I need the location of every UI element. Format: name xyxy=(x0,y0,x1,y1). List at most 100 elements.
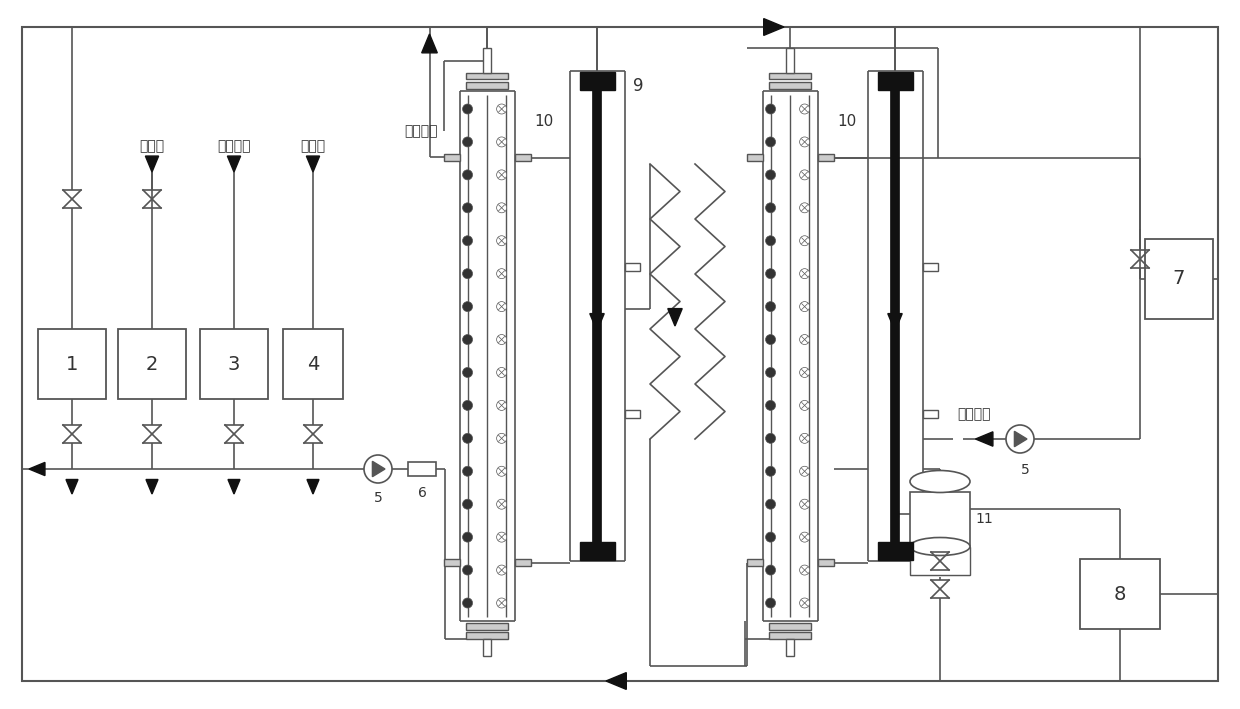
Circle shape xyxy=(497,433,507,443)
Bar xyxy=(910,547,970,574)
Bar xyxy=(625,410,640,418)
Bar xyxy=(769,632,811,639)
Polygon shape xyxy=(668,308,682,326)
Text: 热水出口: 热水出口 xyxy=(404,124,438,138)
Circle shape xyxy=(497,137,507,147)
Circle shape xyxy=(800,170,810,180)
Circle shape xyxy=(365,455,392,483)
Bar xyxy=(466,73,508,79)
Circle shape xyxy=(463,335,472,345)
Circle shape xyxy=(463,170,472,180)
Circle shape xyxy=(497,269,507,279)
Circle shape xyxy=(1006,425,1034,453)
Bar xyxy=(910,491,970,547)
Circle shape xyxy=(800,269,810,279)
Circle shape xyxy=(463,269,472,279)
Polygon shape xyxy=(888,313,903,331)
Polygon shape xyxy=(764,18,784,35)
Circle shape xyxy=(497,565,507,575)
Circle shape xyxy=(463,301,472,311)
Circle shape xyxy=(765,433,775,443)
Polygon shape xyxy=(145,156,159,172)
Polygon shape xyxy=(976,432,993,446)
Text: 8: 8 xyxy=(1114,584,1126,603)
Text: 5: 5 xyxy=(373,491,382,505)
Bar xyxy=(817,154,833,161)
Circle shape xyxy=(497,598,507,608)
Circle shape xyxy=(463,104,472,114)
Bar xyxy=(923,263,937,271)
Bar xyxy=(515,154,531,161)
Circle shape xyxy=(463,137,472,147)
Bar xyxy=(283,329,343,399)
Circle shape xyxy=(463,499,472,509)
Text: 3: 3 xyxy=(228,354,241,374)
Circle shape xyxy=(765,269,775,279)
Polygon shape xyxy=(29,462,45,476)
Bar xyxy=(444,154,460,161)
Polygon shape xyxy=(228,479,241,494)
Text: 6: 6 xyxy=(418,486,427,500)
Bar xyxy=(769,623,811,630)
Circle shape xyxy=(497,532,507,542)
Text: 5: 5 xyxy=(1021,463,1029,477)
Polygon shape xyxy=(1014,431,1027,447)
Circle shape xyxy=(800,367,810,377)
Circle shape xyxy=(800,532,810,542)
Polygon shape xyxy=(146,479,157,494)
Circle shape xyxy=(765,104,775,114)
Circle shape xyxy=(463,467,472,476)
Circle shape xyxy=(497,467,507,476)
Circle shape xyxy=(800,335,810,345)
Circle shape xyxy=(497,235,507,246)
Circle shape xyxy=(765,235,775,246)
Circle shape xyxy=(497,367,507,377)
Circle shape xyxy=(463,401,472,411)
Circle shape xyxy=(463,203,472,213)
Text: 10: 10 xyxy=(534,113,554,128)
Text: 缓冲液: 缓冲液 xyxy=(300,139,326,153)
Circle shape xyxy=(800,301,810,311)
Circle shape xyxy=(800,235,810,246)
Circle shape xyxy=(765,335,775,345)
Circle shape xyxy=(463,598,472,608)
Bar xyxy=(817,559,833,566)
Circle shape xyxy=(463,235,472,246)
Polygon shape xyxy=(422,34,438,53)
Bar xyxy=(786,48,794,73)
Circle shape xyxy=(800,499,810,509)
Bar xyxy=(466,82,508,89)
Circle shape xyxy=(765,565,775,575)
Bar xyxy=(892,511,898,517)
Text: 米糧毛油: 米糧毛油 xyxy=(217,139,250,153)
Bar xyxy=(769,73,811,79)
Text: 2: 2 xyxy=(146,354,159,374)
Text: 4: 4 xyxy=(306,354,319,374)
Circle shape xyxy=(497,170,507,180)
Bar xyxy=(466,623,508,630)
Bar xyxy=(484,639,491,656)
Polygon shape xyxy=(306,156,320,172)
Circle shape xyxy=(800,104,810,114)
Text: 一级油: 一级油 xyxy=(139,139,165,153)
Circle shape xyxy=(800,598,810,608)
Bar xyxy=(1080,559,1159,629)
Bar xyxy=(444,559,460,566)
Circle shape xyxy=(765,170,775,180)
Polygon shape xyxy=(372,462,384,476)
Polygon shape xyxy=(308,479,319,494)
Bar xyxy=(408,462,436,476)
Circle shape xyxy=(463,433,472,443)
Circle shape xyxy=(497,104,507,114)
Text: 7: 7 xyxy=(1173,269,1185,289)
Bar xyxy=(515,559,531,566)
Bar xyxy=(878,542,913,560)
Circle shape xyxy=(497,301,507,311)
Bar xyxy=(769,82,811,89)
Text: 10: 10 xyxy=(837,113,857,128)
Bar xyxy=(466,632,508,639)
Circle shape xyxy=(765,499,775,509)
Bar xyxy=(786,639,794,656)
Bar xyxy=(923,410,937,418)
Circle shape xyxy=(765,532,775,542)
